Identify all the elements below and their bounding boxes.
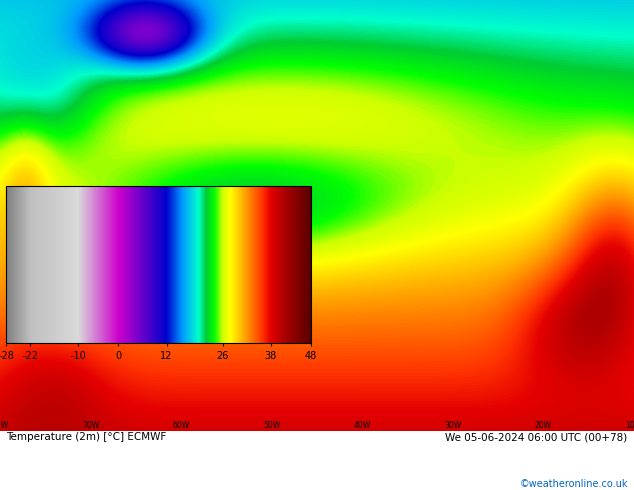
- Text: 60W: 60W: [172, 421, 190, 430]
- Text: We 05-06-2024 06:00 UTC (00+78): We 05-06-2024 06:00 UTC (00+78): [446, 432, 628, 442]
- Text: ©weatheronline.co.uk: ©weatheronline.co.uk: [519, 479, 628, 489]
- Text: 70W: 70W: [82, 421, 100, 430]
- Text: Temperature (2m) [°C] ECMWF: Temperature (2m) [°C] ECMWF: [6, 432, 167, 442]
- Text: 20W: 20W: [534, 421, 552, 430]
- Text: 40W: 40W: [353, 421, 371, 430]
- Text: 80W: 80W: [0, 421, 9, 430]
- Text: 10W: 10W: [625, 421, 634, 430]
- Text: 50W: 50W: [263, 421, 281, 430]
- Text: 30W: 30W: [444, 421, 462, 430]
